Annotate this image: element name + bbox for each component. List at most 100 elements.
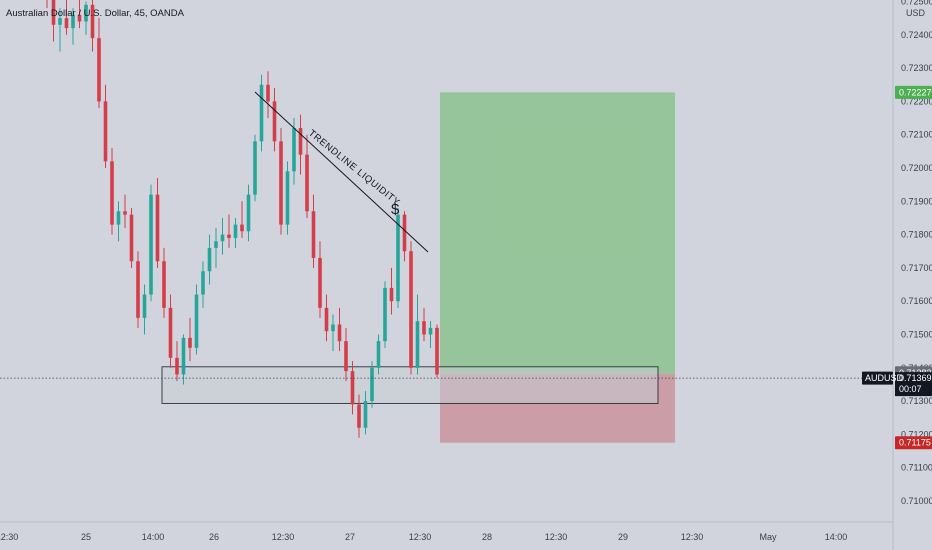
candle: [311, 194, 316, 268]
candle: [155, 177, 160, 268]
candle: [337, 307, 342, 352]
candle: [370, 361, 374, 408]
price-tick-label: 0.71000: [901, 496, 932, 506]
candle-body: [350, 371, 355, 405]
price-tick-label: 0.71300: [901, 396, 932, 406]
candle: [194, 284, 199, 355]
candles-layer: [46, 0, 439, 438]
candle: [103, 84, 108, 168]
candle-body: [318, 257, 322, 308]
time-tick-label: 28: [482, 532, 492, 542]
candle: [363, 391, 368, 435]
time-tick-label: 12:30: [272, 532, 295, 542]
candle: [168, 294, 173, 368]
candle-body: [259, 84, 264, 142]
target-price-tag-text: 0.72227: [899, 87, 932, 97]
candle: [110, 148, 114, 235]
candle: [136, 251, 140, 328]
candle: [422, 307, 426, 342]
candle-body: [110, 161, 114, 225]
candle-body: [181, 337, 186, 375]
chart-title: Australian Dollar / U.S. Dollar, 45, OAN…: [6, 8, 185, 19]
candle-body: [175, 357, 179, 375]
candle-body: [331, 324, 335, 332]
candle: [324, 294, 329, 342]
candle-body: [123, 211, 127, 215]
price-tick-label: 0.71600: [901, 296, 932, 306]
time-axis[interactable]: 12:30 25 14:00 26 12:30 27 12:30 28 12:30 29 12:30…: [0, 532, 847, 542]
candle: [207, 234, 212, 285]
candle: [142, 284, 147, 335]
candle: [84, 1, 88, 35]
candle-body: [246, 194, 251, 232]
candle-body: [422, 321, 426, 335]
time-tick-label: 12:30: [681, 532, 704, 542]
candle: [266, 71, 270, 119]
candle: [305, 134, 309, 218]
candle-body: [207, 247, 212, 272]
candle-body: [435, 327, 439, 375]
candle: [58, 8, 62, 52]
currency-label: USD: [906, 8, 926, 18]
zones-layer: [161, 92, 675, 443]
target-zone[interactable]: [440, 92, 675, 374]
price-tick-label: 0.72000: [901, 163, 932, 173]
candle-body: [389, 287, 394, 302]
candle: [428, 321, 433, 348]
candle: [162, 247, 166, 318]
candle-body: [344, 341, 348, 372]
candle-body: [240, 224, 244, 232]
candle-body: [162, 261, 166, 308]
time-tick-label: 14:00: [142, 532, 165, 542]
candle-body: [103, 101, 108, 162]
target-price-tag: 0.72227: [895, 85, 932, 99]
candle: [292, 118, 296, 185]
stop-price-tag-text: 0.71175: [899, 438, 931, 448]
price-tick-label: 0.71700: [901, 263, 932, 273]
candle-body: [428, 327, 433, 335]
candle-body: [324, 307, 329, 332]
time-tick-label: 12:30: [0, 532, 18, 542]
candle-body: [376, 341, 381, 368]
candle-body: [298, 128, 303, 155]
price-tick-label: 0.71500: [901, 330, 932, 340]
price-tick-label: 0.71900: [901, 196, 932, 206]
trendline[interactable]: [254, 91, 429, 253]
candle: [201, 261, 205, 308]
candle-body: [97, 38, 101, 102]
candle: [435, 324, 439, 378]
candle: [181, 334, 186, 385]
candle: [240, 201, 244, 238]
candle: [214, 227, 218, 268]
candle-body: [129, 214, 134, 262]
candle: [220, 217, 225, 255]
candle-body: [155, 194, 160, 262]
price-tick-label: 0.72200: [901, 96, 932, 106]
candle: [383, 281, 387, 348]
candle-body: [370, 367, 374, 402]
price-tick-label: 0.72300: [901, 63, 932, 73]
candle-body: [227, 234, 231, 238]
candle: [46, 0, 48, 9]
candle-body: [201, 271, 205, 295]
price-tick-label: 0.71800: [901, 230, 932, 240]
candle-body: [220, 234, 225, 242]
time-tick-label: 29: [618, 532, 628, 542]
candle-body: [409, 251, 413, 368]
time-tick-label: 12:30: [409, 532, 432, 542]
candle: [331, 314, 335, 352]
candle: [97, 18, 101, 109]
candle-body: [266, 84, 270, 102]
candle: [318, 241, 322, 318]
candle-body: [402, 214, 407, 252]
demand-zone-box[interactable]: [161, 366, 659, 404]
candle: [123, 194, 127, 228]
stop-price-tag: 0.71175: [895, 436, 932, 450]
candle: [285, 161, 290, 235]
candle-body: [337, 324, 342, 342]
time-tick-label: 26: [209, 532, 219, 542]
candle: [409, 241, 413, 375]
